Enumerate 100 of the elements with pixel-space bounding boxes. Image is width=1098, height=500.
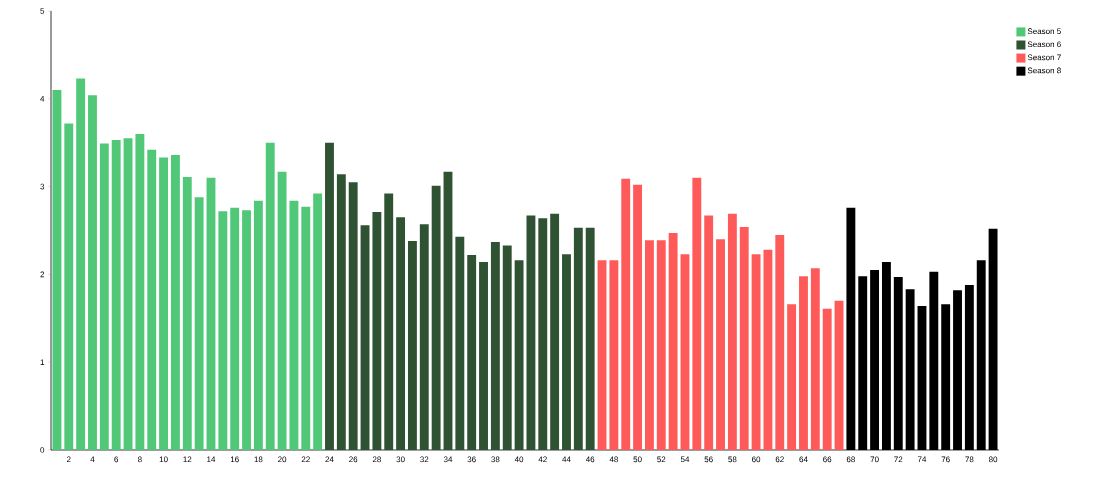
y-tick-label: 0 <box>40 447 45 453</box>
x-tick-label: 36 <box>467 456 476 463</box>
bar <box>384 193 394 450</box>
bar <box>656 240 666 450</box>
legend-label: Season 8 <box>1027 67 1061 74</box>
bar <box>64 123 74 450</box>
x-tick-label: 52 <box>657 456 666 463</box>
x-tick-label: 70 <box>870 456 879 463</box>
x-tick-label: 4 <box>90 456 95 463</box>
bar <box>407 241 417 450</box>
x-tick-label: 50 <box>633 456 642 463</box>
bar <box>680 254 690 450</box>
bar <box>123 138 133 450</box>
bar <box>479 262 488 450</box>
bar <box>396 217 406 450</box>
bar <box>550 213 560 450</box>
x-tick-label: 22 <box>301 456 310 463</box>
bar <box>147 149 157 450</box>
x-tick-label: 54 <box>680 456 690 463</box>
bar <box>668 233 678 450</box>
bar <box>787 304 797 450</box>
bar <box>325 142 334 450</box>
bar <box>431 185 441 450</box>
bar <box>419 224 429 450</box>
x-tick-label: 24 <box>325 456 334 463</box>
bar <box>230 207 240 450</box>
bar <box>265 142 275 450</box>
x-tick-label: 74 <box>917 456 927 463</box>
x-tick-label: 64 <box>799 456 808 463</box>
bar <box>313 193 323 450</box>
bar <box>182 176 192 450</box>
bar <box>514 260 524 450</box>
bar <box>301 206 311 450</box>
bar <box>111 140 121 450</box>
x-tick-label: 76 <box>941 456 950 463</box>
bar <box>348 182 358 450</box>
x-tick-label: 18 <box>254 456 263 463</box>
bar <box>76 78 86 450</box>
x-tick-label: 72 <box>894 456 903 463</box>
bar <box>621 178 631 450</box>
bar <box>372 212 382 450</box>
bar <box>633 184 643 450</box>
y-tick-label: 4 <box>40 96 45 102</box>
x-tick-label: 68 <box>846 456 855 463</box>
bar <box>727 213 737 450</box>
bar <box>159 157 169 450</box>
x-tick-label: 20 <box>278 456 287 463</box>
x-tick-label: 28 <box>372 456 381 463</box>
y-tick-label: 1 <box>40 359 45 365</box>
legend-label: Season 7 <box>1027 54 1061 61</box>
bar <box>52 90 62 450</box>
x-tick-label: 48 <box>609 456 618 463</box>
bar <box>799 276 808 450</box>
bar <box>242 210 251 450</box>
bar <box>170 154 180 450</box>
bar <box>573 227 583 450</box>
bar <box>692 177 702 450</box>
x-tick-label: 32 <box>420 456 429 463</box>
x-tick-label: 66 <box>823 456 832 463</box>
bar <box>538 218 548 450</box>
bar <box>585 227 595 450</box>
bar <box>443 171 453 450</box>
bar <box>704 215 714 450</box>
bar <box>810 268 820 450</box>
x-tick-label: 10 <box>159 456 168 463</box>
y-tick-label: 3 <box>40 183 45 190</box>
bar <box>135 133 145 450</box>
bar <box>253 200 263 450</box>
x-tick-label: 26 <box>349 456 358 463</box>
bar <box>277 171 287 450</box>
bar <box>467 255 477 450</box>
x-tick-label: 2 <box>66 456 71 463</box>
bar <box>763 249 773 450</box>
bar <box>526 215 536 450</box>
x-tick-label: 38 <box>491 456 500 463</box>
x-tick-label: 78 <box>965 456 974 463</box>
bar <box>716 239 725 450</box>
bar <box>194 197 204 450</box>
x-tick-label: 44 <box>562 456 571 463</box>
x-tick-label: 12 <box>183 456 192 463</box>
bar <box>490 241 500 450</box>
x-tick-label: 16 <box>230 456 239 463</box>
y-tick-label: 5 <box>40 8 45 14</box>
x-tick-label: 40 <box>514 456 524 463</box>
bar <box>562 254 571 450</box>
bar <box>597 260 607 450</box>
bar <box>751 254 761 450</box>
x-tick-label: 56 <box>704 456 713 463</box>
bar <box>99 143 109 450</box>
bar <box>289 200 299 450</box>
x-tick-label: 60 <box>752 456 761 463</box>
bar <box>360 225 370 450</box>
bar <box>644 240 654 450</box>
bar <box>822 308 832 450</box>
bar <box>502 245 512 450</box>
y-tick-label: 2 <box>40 271 45 278</box>
x-tick-label: 42 <box>538 456 547 463</box>
bar <box>739 226 749 450</box>
x-tick-label: 30 <box>396 456 405 463</box>
bar <box>834 300 844 450</box>
